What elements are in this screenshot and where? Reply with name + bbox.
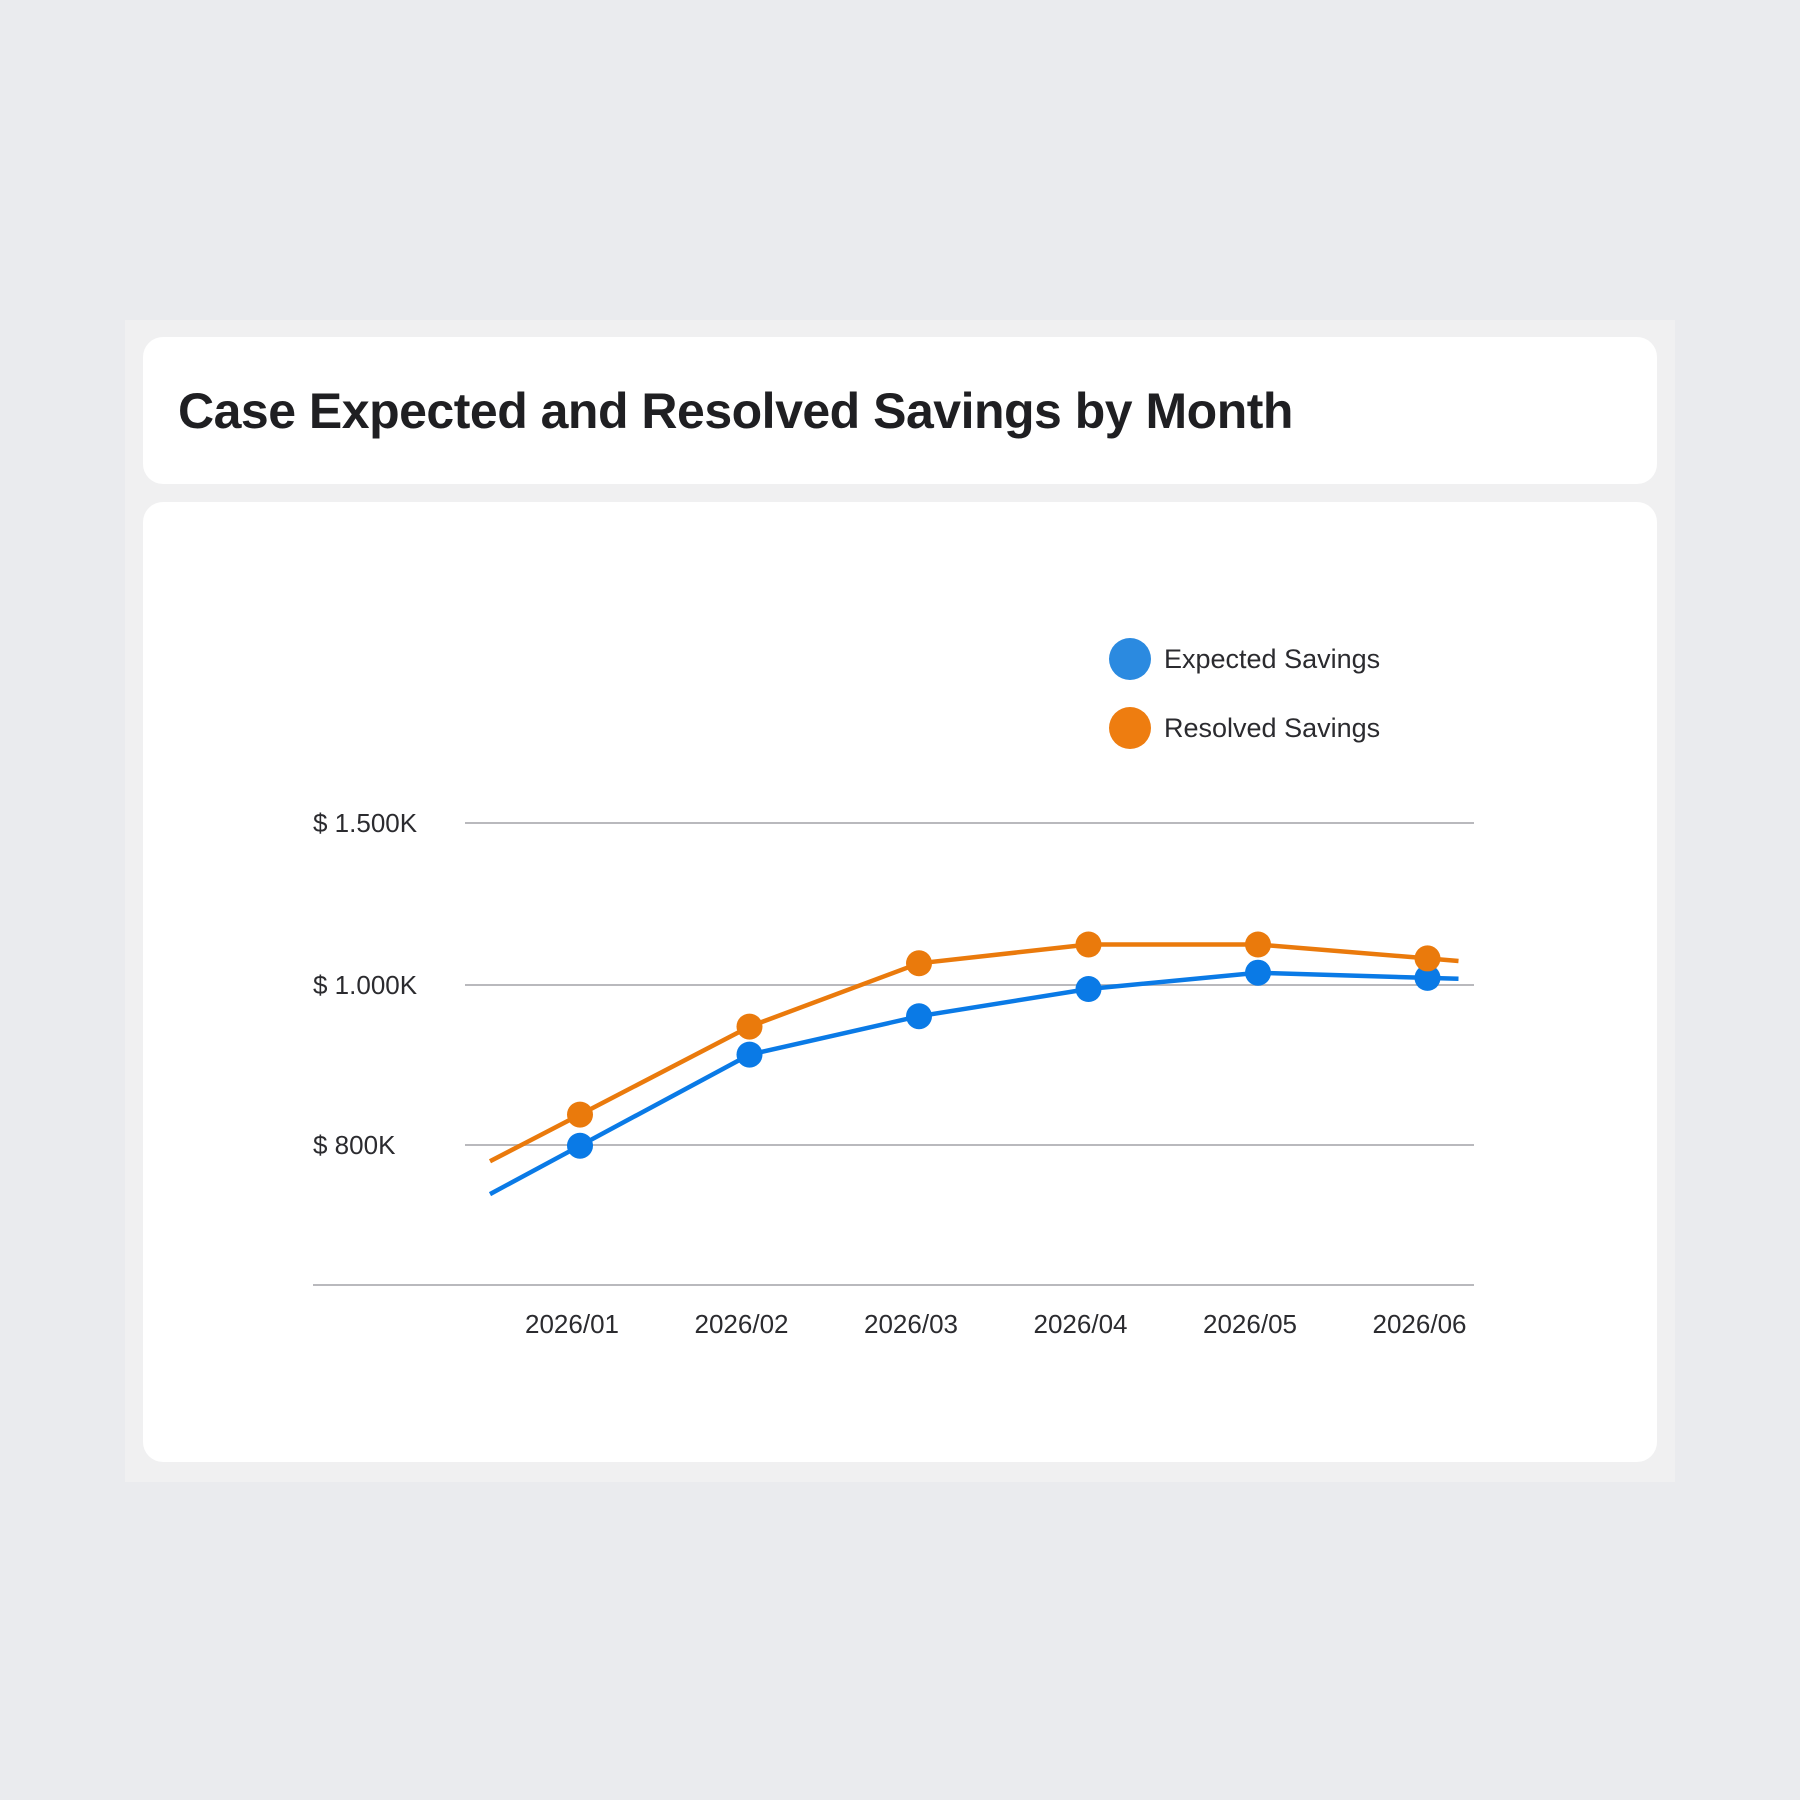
legend: Expected Savings Resolved Savings [1109,638,1380,749]
legend-label[interactable]: Expected Savings [1164,644,1380,674]
legend-label[interactable]: Resolved Savings [1164,713,1380,743]
data-point[interactable] [567,1101,593,1128]
data-point[interactable] [1245,959,1271,986]
data-point[interactable] [1414,964,1441,991]
title-card: Case Expected and Resolved Savings by Mo… [143,337,1657,484]
legend-swatch[interactable] [1109,707,1151,749]
y-tick-label: $ 1.000K [313,970,418,1000]
chart-card [143,502,1657,1462]
data-point[interactable] [736,1013,763,1040]
y-tick-label: $ 800K [313,1130,396,1160]
x-tick-label: 2026/06 [1373,1309,1467,1339]
data-point[interactable] [736,1041,763,1068]
data-point[interactable] [906,950,932,977]
data-point[interactable] [1245,931,1271,958]
x-tick-label: 2026/05 [1203,1309,1297,1339]
legend-swatch[interactable] [1109,638,1151,680]
grid-lines [313,822,1474,1286]
series-layer [488,931,1459,1197]
series-line-expected [488,970,1459,1197]
x-tick-label: 2026/02 [695,1309,789,1339]
x-tick-label: 2026/01 [525,1309,619,1339]
chart-title: Case Expected and Resolved Savings by Mo… [178,382,1293,439]
y-tick-label: $ 1.500K [313,808,418,838]
data-point[interactable] [567,1132,593,1159]
data-point[interactable] [906,1003,932,1030]
x-tick-label: 2026/03 [864,1309,958,1339]
data-point[interactable] [1414,945,1441,972]
data-point[interactable] [1075,976,1102,1002]
x-tick-label: 2026/04 [1034,1309,1128,1339]
data-point[interactable] [1075,931,1102,958]
y-axis-labels: $ 800K $ 1.000K $ 1.500K [313,808,418,1160]
series-line-resolved [488,942,1459,1164]
x-axis-labels: 2026/01 2026/02 2026/03 2026/04 2026/05 2026/… [525,1309,1466,1339]
